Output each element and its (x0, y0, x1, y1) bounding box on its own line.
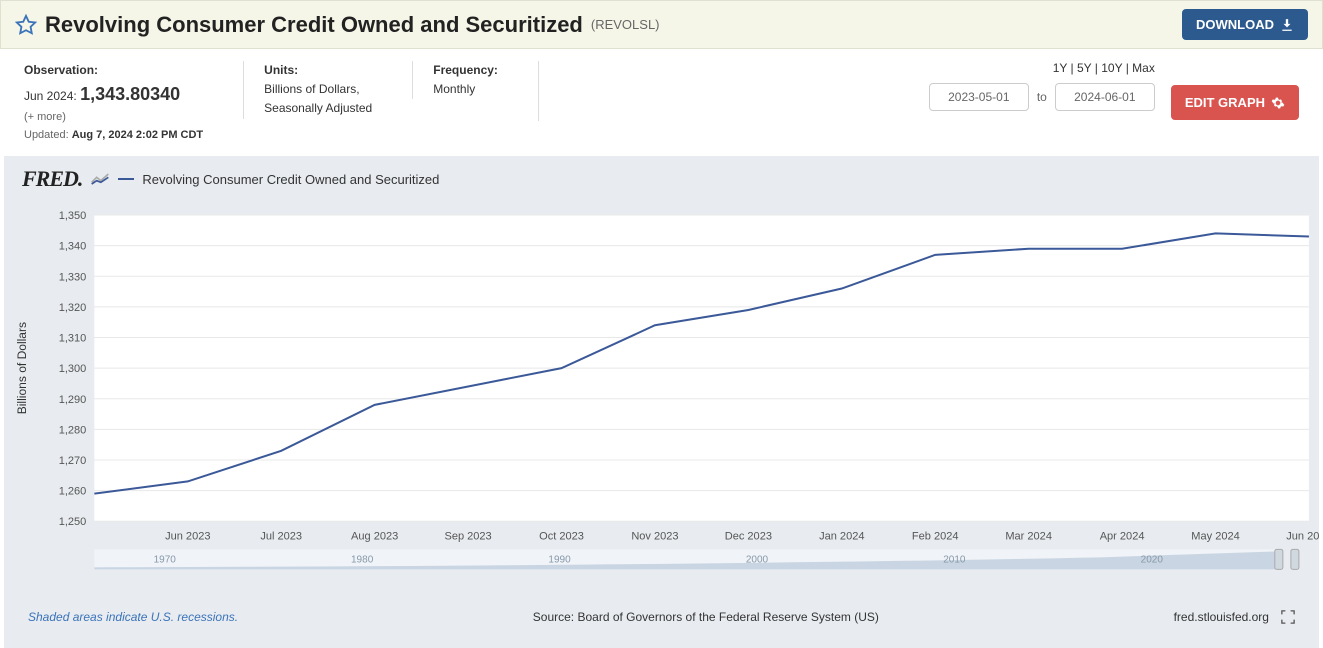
svg-text:1,290: 1,290 (59, 394, 87, 406)
chart-container: FRED Revolving Consumer Credit Owned and… (4, 156, 1319, 648)
divider (538, 61, 539, 121)
range-controls: 1Y | 5Y | 10Y | Max to (929, 61, 1155, 111)
fred-link[interactable]: fred.stlouisfed.org (1174, 610, 1269, 624)
range-links[interactable]: 1Y | 5Y | 10Y | Max (1053, 61, 1155, 75)
svg-text:Jan 2024: Jan 2024 (819, 530, 864, 542)
svg-text:Jun 2023: Jun 2023 (165, 530, 210, 542)
download-button[interactable]: DOWNLOAD (1182, 9, 1308, 40)
units-value-2: Seasonally Adjusted (264, 99, 372, 118)
footer-right: fred.stlouisfed.org (1174, 610, 1295, 624)
units-value-1: Billions of Dollars, (264, 80, 372, 99)
observation-date: Jun 2024: (24, 89, 77, 103)
main-chart[interactable]: 1,250 1,260 1,270 1,280 1,290 1,300 1,310 1,320… (4, 200, 1319, 602)
date-inputs: to (929, 83, 1155, 111)
page-title: Revolving Consumer Credit Owned and Secu… (45, 12, 583, 38)
more-link[interactable]: (+ more) (24, 109, 203, 127)
svg-text:Jul 2023: Jul 2023 (260, 530, 302, 542)
svg-text:Oct 2023: Oct 2023 (539, 530, 584, 542)
svg-text:May 2024: May 2024 (1191, 530, 1239, 542)
date-to-input[interactable] (1055, 83, 1155, 111)
svg-text:Mar 2024: Mar 2024 (1005, 530, 1052, 542)
chart-icon (90, 172, 110, 186)
svg-text:1,300: 1,300 (59, 363, 87, 375)
series-code: (REVOLSL) (591, 17, 660, 32)
observation-value: 1,343.80340 (80, 84, 180, 104)
recession-note[interactable]: Shaded areas indicate U.S. recessions. (28, 610, 238, 624)
svg-text:Feb 2024: Feb 2024 (912, 530, 959, 542)
updated-value: Aug 7, 2024 2:02 PM CDT (72, 129, 203, 141)
svg-text:Billions of Dollars: Billions of Dollars (15, 322, 29, 414)
frequency-value: Monthly (433, 80, 498, 99)
svg-text:1,270: 1,270 (59, 455, 87, 467)
legend-line-marker (118, 178, 134, 180)
svg-text:2000: 2000 (746, 555, 769, 566)
svg-text:1,280: 1,280 (59, 425, 87, 437)
svg-text:1990: 1990 (548, 555, 571, 566)
svg-text:1,330: 1,330 (59, 271, 87, 283)
svg-text:1970: 1970 (154, 555, 177, 566)
header-left: Revolving Consumer Credit Owned and Secu… (15, 12, 660, 38)
svg-text:2020: 2020 (1141, 555, 1164, 566)
svg-text:1,260: 1,260 (59, 486, 87, 498)
legend-series-name: Revolving Consumer Credit Owned and Secu… (142, 172, 439, 187)
observation-label: Observation: (24, 61, 203, 80)
chart-footer-row: Shaded areas indicate U.S. recessions. S… (4, 602, 1319, 624)
svg-text:Nov 2023: Nov 2023 (631, 530, 678, 542)
to-text: to (1037, 90, 1047, 104)
units-col: Units: Billions of Dollars, Seasonally A… (243, 61, 412, 119)
date-from-input[interactable] (929, 83, 1029, 111)
svg-text:1,350: 1,350 (59, 210, 87, 222)
svg-text:1,250: 1,250 (59, 516, 87, 528)
fullscreen-icon[interactable] (1281, 610, 1295, 624)
download-label: DOWNLOAD (1196, 17, 1274, 32)
source-text: Source: Board of Governors of the Federa… (533, 610, 879, 624)
units-label: Units: (264, 61, 372, 80)
svg-text:Dec 2023: Dec 2023 (725, 530, 772, 542)
svg-text:Jun 2024: Jun 2024 (1286, 530, 1319, 542)
download-icon (1280, 18, 1294, 32)
meta-row: Observation: Jun 2024: 1,343.80340 (+ mo… (0, 49, 1323, 156)
legend-row: FRED Revolving Consumer Credit Owned and… (4, 166, 1319, 200)
frequency-col: Frequency: Monthly (412, 61, 538, 99)
star-icon[interactable] (15, 14, 37, 36)
header-bar: Revolving Consumer Credit Owned and Secu… (0, 0, 1323, 49)
fred-logo: FRED (22, 166, 82, 192)
svg-text:1,340: 1,340 (59, 241, 87, 253)
svg-text:2010: 2010 (943, 555, 966, 566)
updated-label: Updated: (24, 129, 69, 141)
svg-text:1,310: 1,310 (59, 333, 87, 345)
svg-text:1,320: 1,320 (59, 302, 87, 314)
gear-icon (1271, 96, 1285, 110)
edit-graph-button[interactable]: EDIT GRAPH (1171, 85, 1299, 120)
observation-col: Observation: Jun 2024: 1,343.80340 (+ mo… (24, 61, 243, 144)
svg-text:Apr 2024: Apr 2024 (1100, 530, 1145, 542)
edit-graph-label: EDIT GRAPH (1185, 95, 1265, 110)
svg-text:Sep 2023: Sep 2023 (444, 530, 491, 542)
svg-text:1980: 1980 (351, 555, 374, 566)
frequency-label: Frequency: (433, 61, 498, 80)
svg-text:Aug 2023: Aug 2023 (351, 530, 398, 542)
